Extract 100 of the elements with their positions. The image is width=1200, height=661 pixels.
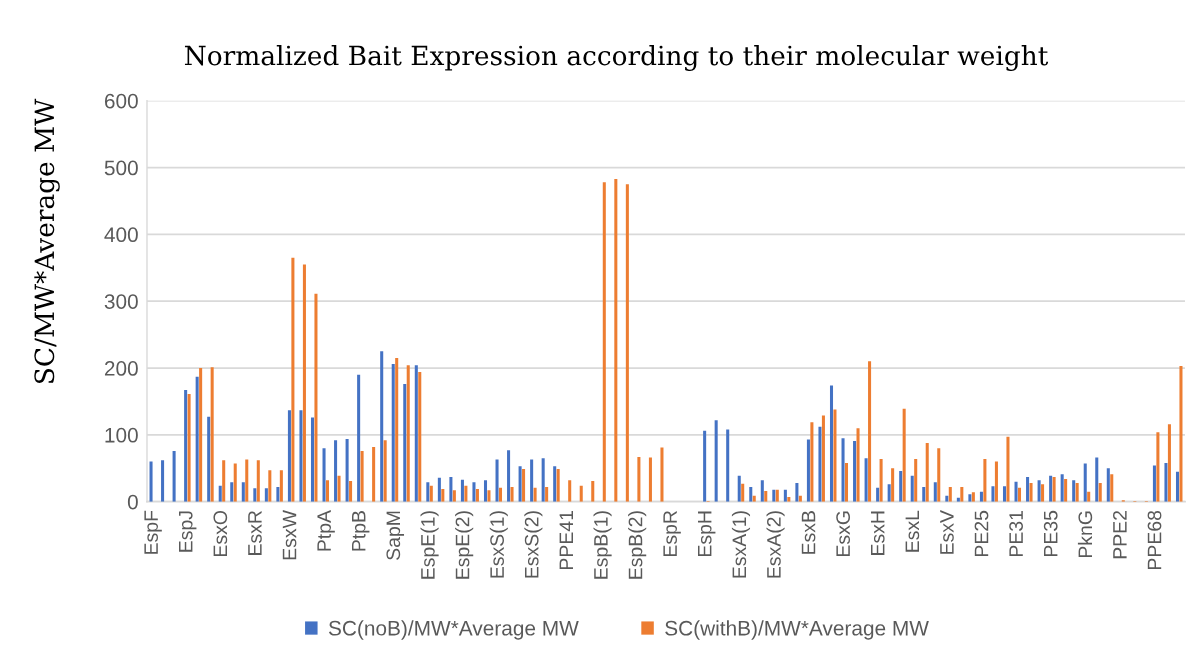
bar xyxy=(253,488,257,502)
bar xyxy=(483,480,488,502)
y-axis-title: SC/MW*Average MW xyxy=(34,98,60,383)
bar xyxy=(291,257,295,502)
x-tick-label: EspE(1) xyxy=(420,511,439,579)
bar xyxy=(887,484,891,502)
x-tick-label: EspH xyxy=(698,511,716,556)
bar xyxy=(726,429,730,502)
bar xyxy=(437,477,441,502)
bar xyxy=(276,487,280,502)
bar xyxy=(1098,482,1102,502)
bar xyxy=(983,458,987,502)
bar xyxy=(1164,462,1168,502)
bar xyxy=(795,482,799,502)
bar xyxy=(256,460,260,502)
bar xyxy=(879,458,883,502)
bar xyxy=(487,490,491,502)
bar xyxy=(475,489,479,502)
bar xyxy=(829,385,834,502)
y-tick-label: 0 xyxy=(127,494,138,510)
y-tick-label: 500 xyxy=(104,160,138,176)
bar xyxy=(337,475,341,502)
legend-label: SC(withB)/MW*Average MW xyxy=(665,620,929,640)
bar xyxy=(1095,457,1099,502)
x-tick-label: EsxB xyxy=(801,511,816,554)
bar xyxy=(1064,478,1068,502)
bar xyxy=(648,457,652,502)
bar xyxy=(960,487,964,502)
y-tick-label: 400 xyxy=(104,227,138,243)
x-tick-label: EspJ xyxy=(179,511,197,552)
x-tick-label: EsxO xyxy=(213,510,228,556)
bar xyxy=(187,394,191,502)
x-tick-label: PtpA xyxy=(317,510,335,551)
bar xyxy=(914,458,918,502)
bar xyxy=(810,422,814,502)
bar xyxy=(1152,465,1156,502)
bar xyxy=(714,420,718,502)
bar xyxy=(602,182,606,502)
bar xyxy=(357,374,361,502)
bar xyxy=(222,460,226,502)
bar xyxy=(910,475,914,502)
bar xyxy=(764,491,768,502)
bar xyxy=(876,487,880,502)
bar xyxy=(1110,474,1114,502)
bar xyxy=(218,485,222,502)
bar xyxy=(495,459,499,502)
bar xyxy=(844,462,849,502)
bar xyxy=(737,475,741,502)
x-tick-label: EsxG xyxy=(836,511,850,556)
bar xyxy=(268,470,272,502)
bar xyxy=(899,470,903,502)
x-tick-label: EsxS(1) xyxy=(489,511,508,578)
bar xyxy=(864,458,868,502)
bar xyxy=(991,486,995,502)
bar xyxy=(418,372,422,502)
bar xyxy=(464,485,468,502)
bar xyxy=(414,365,418,502)
bar xyxy=(507,450,511,502)
bar xyxy=(199,368,203,502)
x-tick-label: PE35 xyxy=(1043,510,1058,556)
bar xyxy=(314,293,318,502)
bar xyxy=(922,487,926,502)
bar xyxy=(806,439,810,502)
bar xyxy=(1014,481,1018,502)
bar xyxy=(1083,463,1087,502)
bar xyxy=(1041,484,1045,502)
x-tick-label: EsxA(2) xyxy=(766,511,785,578)
bar xyxy=(1179,366,1183,502)
bar xyxy=(310,417,315,502)
bar xyxy=(541,458,545,502)
bar xyxy=(1156,432,1160,502)
x-tick-label: PtpB xyxy=(352,511,370,551)
bar xyxy=(625,184,629,502)
y-tick-label: 600 xyxy=(104,93,138,109)
bar xyxy=(856,428,860,502)
bar xyxy=(210,367,214,502)
x-tick-label: EsxA(1) xyxy=(731,511,751,578)
bar xyxy=(1017,487,1022,502)
bar xyxy=(472,482,476,502)
chart-title: Normalized Bait Expression according to their molecular weight xyxy=(184,45,1049,71)
bar xyxy=(395,358,399,502)
bar xyxy=(161,460,165,502)
x-tick-label: PknG xyxy=(1077,511,1093,558)
bar xyxy=(360,450,364,502)
y-tick-label: 200 xyxy=(104,361,138,376)
legend-label: SC(noB)/MW*Average MW xyxy=(328,620,579,640)
x-tick-label: EsxS(2) xyxy=(524,511,543,578)
bar xyxy=(241,482,245,502)
bar xyxy=(948,487,952,502)
bar xyxy=(902,408,906,502)
bar xyxy=(1006,436,1010,502)
bar xyxy=(933,482,937,502)
bar xyxy=(853,440,857,502)
bar xyxy=(460,479,464,502)
bar xyxy=(452,490,456,502)
bar xyxy=(498,487,503,502)
x-tick-label: EsxL xyxy=(905,510,920,552)
bar xyxy=(660,447,664,502)
bar xyxy=(1167,424,1171,502)
bar xyxy=(703,430,707,502)
